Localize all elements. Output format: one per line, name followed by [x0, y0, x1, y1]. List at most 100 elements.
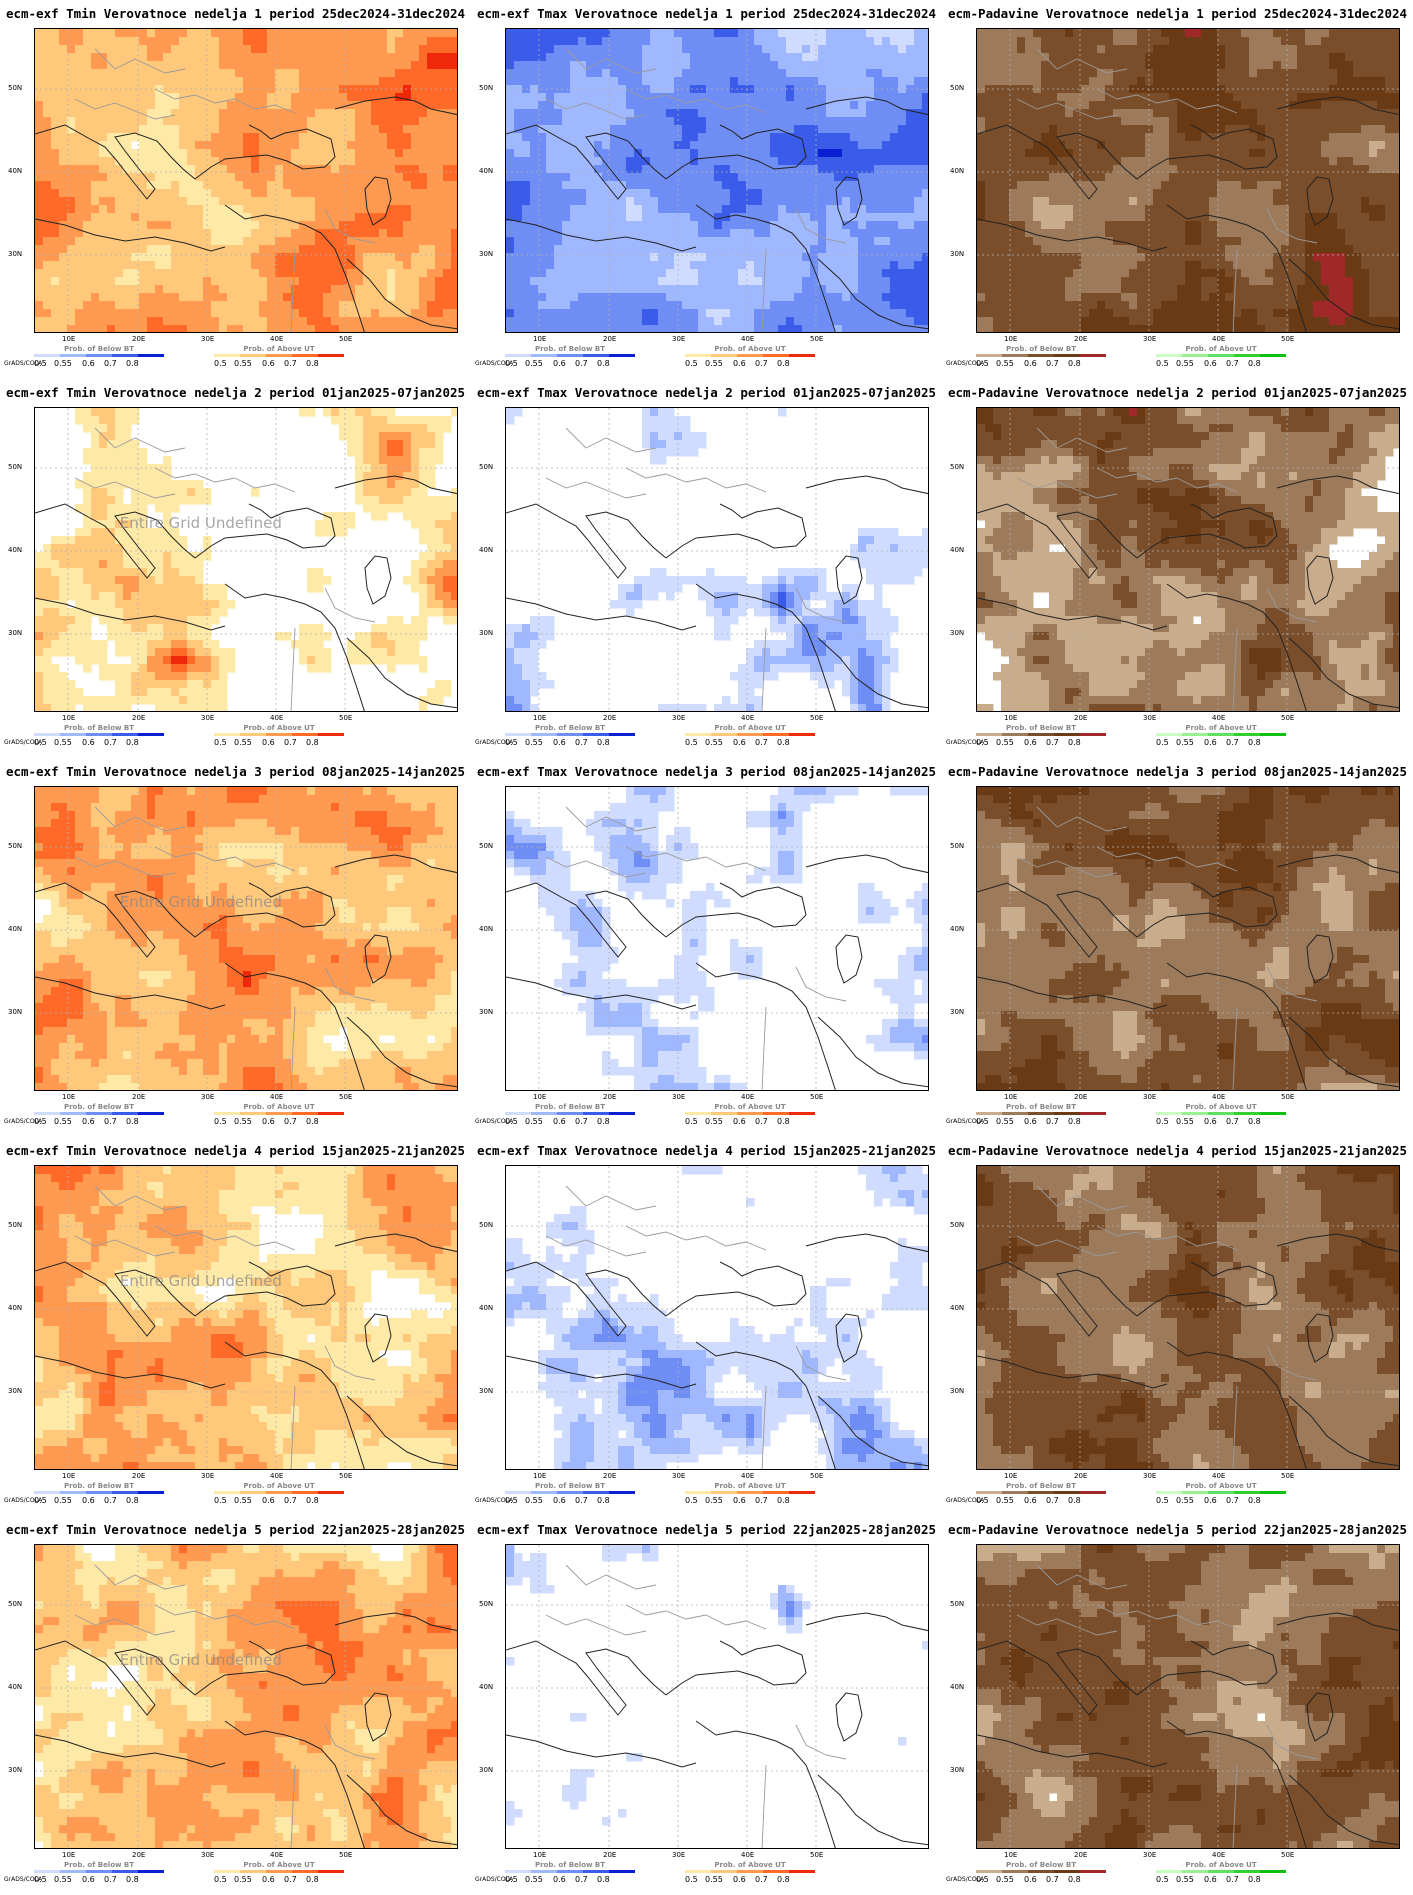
latitude-tick-label: 40N	[8, 546, 32, 554]
map-svg: Entire Grid Undefined	[35, 408, 457, 711]
longitude-tick-label: 30E	[201, 1472, 214, 1480]
latitude-tick-label: 30N	[8, 1387, 32, 1395]
legend-colorbar	[505, 1112, 635, 1115]
country-border	[545, 477, 647, 499]
legend-swatch	[1182, 1491, 1208, 1494]
country-border	[290, 1764, 296, 1848]
legend-swatch	[292, 733, 318, 736]
legend-colorbar	[976, 733, 1106, 736]
map-svg	[977, 408, 1399, 711]
legend-swatch	[763, 354, 789, 357]
coastline	[977, 1355, 1168, 1389]
legend-tick-label: 0.6	[1204, 1875, 1217, 1884]
legend-swatch	[60, 1491, 86, 1494]
map-panel-r3c1: ecm-exf Tmin Verovatnoce nedelja 3 perio…	[0, 758, 471, 1137]
coastline	[506, 597, 697, 631]
country-border	[795, 587, 847, 623]
legend-tick-label: 0.55	[705, 738, 723, 747]
legend-colorbar	[505, 1491, 635, 1494]
country-border	[154, 467, 236, 483]
legend-swatch	[531, 1112, 557, 1115]
latitude-tick-label: 30N	[479, 629, 503, 637]
legend-colorbar	[505, 354, 635, 357]
country-border	[565, 806, 657, 832]
legend-tick-label: 0.7	[284, 1117, 297, 1126]
legend-swatch	[976, 354, 1002, 357]
latitude-tick-label: 40N	[479, 925, 503, 933]
coastline	[665, 1640, 807, 1696]
legend-tick-label: 0.7	[284, 1496, 297, 1505]
legend-tick-label: 0.55	[1176, 738, 1194, 747]
country-border	[290, 1006, 296, 1090]
country-border	[1266, 1724, 1318, 1760]
map-panel-r5c3: ecm-Padavine Verovatnoce nedelja 5 perio…	[942, 1516, 1413, 1895]
probability-field	[977, 408, 1399, 711]
country-border	[94, 806, 186, 832]
country-border	[154, 1604, 236, 1620]
legend-swatch	[266, 1491, 292, 1494]
longitude-tick-label: 40E	[1212, 1093, 1225, 1101]
coastline	[506, 503, 667, 579]
legend-colorbar	[1156, 1870, 1286, 1873]
legend-swatch	[138, 733, 164, 736]
legend-tick-label: 0.55	[705, 359, 723, 368]
coastline	[835, 1313, 863, 1363]
panel-title: ecm-Padavine Verovatnoce nedelja 5 perio…	[942, 1522, 1413, 1537]
legend-tick-label: 0.5	[685, 1496, 698, 1505]
coastline	[805, 96, 928, 116]
country-border	[1266, 966, 1318, 1002]
legend-tick-label: 0.8	[1248, 1875, 1261, 1884]
latitude-tick-label: 40N	[950, 925, 974, 933]
legend-title: Prob. of Above UT	[1156, 1103, 1286, 1111]
legend-swatch	[240, 1870, 266, 1873]
country-border	[565, 48, 657, 74]
legend-tick-label: 0.8	[1248, 1496, 1261, 1505]
country-border	[1176, 856, 1238, 872]
latitude-tick-label: 40N	[950, 167, 974, 175]
probability-field	[35, 408, 457, 711]
coastline	[364, 1313, 392, 1363]
map-panel-r4c3: ecm-Padavine Verovatnoce nedelja 4 perio…	[942, 1137, 1413, 1516]
legend-tick-label: 0.7	[575, 738, 588, 747]
map-svg: Entire Grid Undefined	[35, 1545, 457, 1848]
legend-tick-label: 0.8	[126, 738, 139, 747]
map-panel-r3c2: ecm-exf Tmax Verovatnoce nedelja 3 perio…	[471, 758, 942, 1137]
country-border	[154, 846, 236, 862]
legend-swatch	[1156, 354, 1182, 357]
country-border	[234, 98, 296, 114]
country-border	[94, 1185, 186, 1211]
longitude-tick-label: 30E	[201, 714, 214, 722]
coastline	[1166, 1720, 1307, 1848]
map-panel-r3c3: ecm-Padavine Verovatnoce nedelja 3 perio…	[942, 758, 1413, 1137]
country-border	[1232, 248, 1238, 332]
coastline	[1166, 962, 1307, 1090]
legend-tick-label: 0.7	[104, 1496, 117, 1505]
longitude-tick-label: 30E	[201, 335, 214, 343]
legend-tick-label: 0.55	[54, 1496, 72, 1505]
longitude-tick-label: 30E	[672, 1851, 685, 1859]
country-border	[761, 627, 767, 711]
legend-tick-label: 0.7	[755, 1496, 768, 1505]
coastline	[817, 1774, 928, 1846]
latitude-tick-label: 40N	[950, 1304, 974, 1312]
panel-title: ecm-Padavine Verovatnoce nedelja 2 perio…	[942, 385, 1413, 400]
longitude-tick-label: 40E	[1212, 714, 1225, 722]
legend-tick-label: 0.5	[1156, 1117, 1169, 1126]
legend-tick-label: 0.8	[1068, 1496, 1081, 1505]
legend-tick-label: 0.6	[82, 1117, 95, 1126]
legend-tick-label: 0.55	[525, 1496, 543, 1505]
probability-field	[977, 787, 1399, 1090]
longitude-tick-label: 20E	[603, 1472, 616, 1480]
legend-swatch	[737, 1491, 763, 1494]
legend-swatch	[1156, 1112, 1182, 1115]
map-svg	[506, 29, 928, 332]
latitude-tick-label: 50N	[950, 842, 974, 850]
legend-tick-label: 0.7	[1046, 1117, 1059, 1126]
legend-swatch	[1054, 733, 1080, 736]
legend-swatch	[789, 1112, 815, 1115]
latitude-tick-label: 50N	[950, 463, 974, 471]
legend-tick-label: 0.55	[54, 738, 72, 747]
legend-tick-label: 0.55	[54, 359, 72, 368]
country-border	[705, 98, 767, 114]
longitude-tick-label: 30E	[1143, 1472, 1156, 1480]
